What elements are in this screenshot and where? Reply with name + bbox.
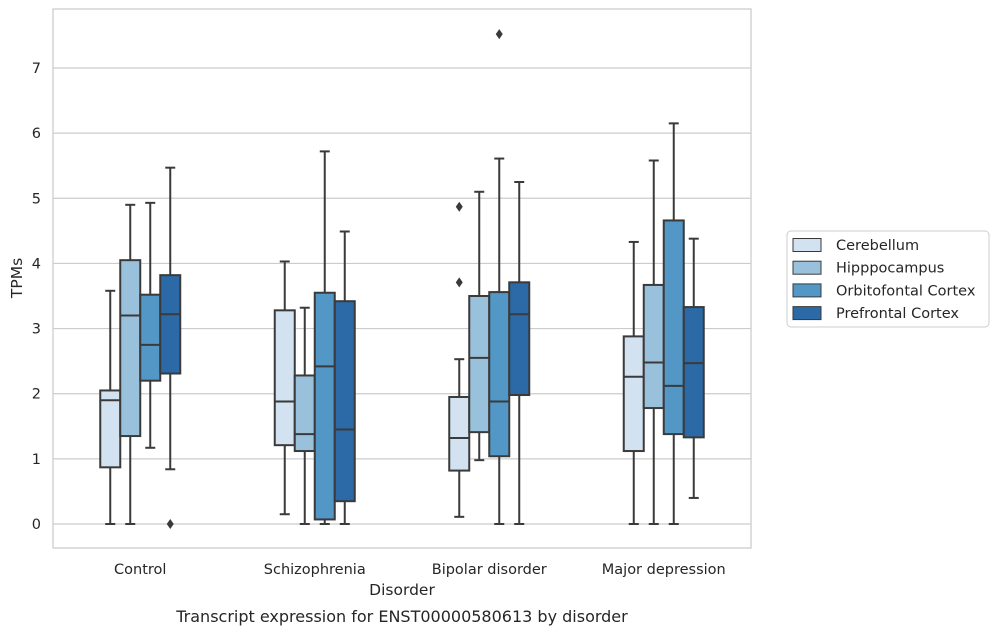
- box-0-2: [448, 201, 471, 518]
- box-iqr: [159, 274, 182, 375]
- x-tick-label: Control: [114, 562, 166, 578]
- box-iqr: [448, 395, 471, 472]
- box-iqr: [682, 306, 705, 439]
- box-iqr: [273, 309, 296, 447]
- outlier-point: [455, 277, 463, 288]
- legend-label: Orbitofontal Cortex: [836, 283, 976, 299]
- x-tick-label: Major depression: [602, 562, 726, 578]
- legend-swatch: [792, 238, 822, 252]
- box-iqr: [488, 291, 511, 458]
- box-2-2: [488, 29, 511, 525]
- outlier-point: [455, 201, 463, 212]
- y-axis-title: TPMs: [8, 258, 26, 299]
- plot-frame: [52, 8, 752, 549]
- y-tick-label: 1: [32, 452, 41, 468]
- legend-swatch: [792, 283, 822, 298]
- box-3-0: [159, 166, 182, 529]
- boxes: [99, 29, 705, 529]
- legend-label: Hipppocampus: [836, 261, 944, 277]
- box-iqr: [508, 281, 531, 397]
- x-tick-label: Schizophrenia: [264, 562, 366, 578]
- box-iqr: [293, 374, 316, 453]
- box-iqr: [99, 389, 122, 469]
- box-3-3: [682, 237, 705, 499]
- legend-frame: [786, 230, 990, 328]
- box-0-3: [622, 240, 645, 525]
- box-1-3: [642, 159, 665, 525]
- chart-caption: Transcript expression for ENST0000058061…: [175, 607, 628, 626]
- y-tick-label: 6: [32, 126, 41, 142]
- y-tick-label: 7: [32, 61, 41, 77]
- box-iqr: [662, 219, 685, 436]
- outlier-point: [495, 29, 503, 40]
- x-tick-label: Bipolar disorder: [432, 562, 547, 578]
- y-tick-label: 5: [32, 191, 41, 207]
- legend-swatch: [792, 260, 822, 275]
- box-iqr: [642, 283, 665, 410]
- box-0-1: [273, 260, 296, 516]
- legend-label: Prefrontal Cortex: [836, 306, 959, 322]
- legend: Cerebellum Hipppocampus Orbitofontal Corte…: [786, 230, 990, 328]
- box-2-0: [139, 201, 162, 449]
- box-iqr: [622, 335, 645, 453]
- y-tick-label: 0: [32, 517, 41, 533]
- x-tick-labels: Control Schizophrenia Bipolar disorder Majo…: [114, 562, 726, 578]
- box-iqr: [313, 291, 336, 521]
- box-2-1: [313, 150, 336, 525]
- box-iqr: [333, 300, 356, 503]
- outlier-point: [166, 519, 174, 529]
- box-iqr: [468, 295, 491, 434]
- plot-background: [53, 9, 751, 548]
- box-0-0: [99, 289, 122, 525]
- y-tick-labels: 0 1 2 3 4 5 6 7: [32, 61, 41, 533]
- y-tick-label: 2: [32, 387, 41, 403]
- y-tick-label: 4: [32, 256, 41, 272]
- box-2-3: [662, 122, 685, 525]
- box-iqr: [139, 293, 162, 382]
- box-3-2: [508, 181, 531, 525]
- y-tick-label: 3: [32, 322, 41, 338]
- legend-label: Cerebellum: [836, 238, 919, 254]
- legend-swatch: [792, 306, 822, 321]
- box-3-1: [333, 230, 356, 525]
- box-iqr: [119, 259, 142, 438]
- x-axis-title: Disorder: [369, 581, 435, 599]
